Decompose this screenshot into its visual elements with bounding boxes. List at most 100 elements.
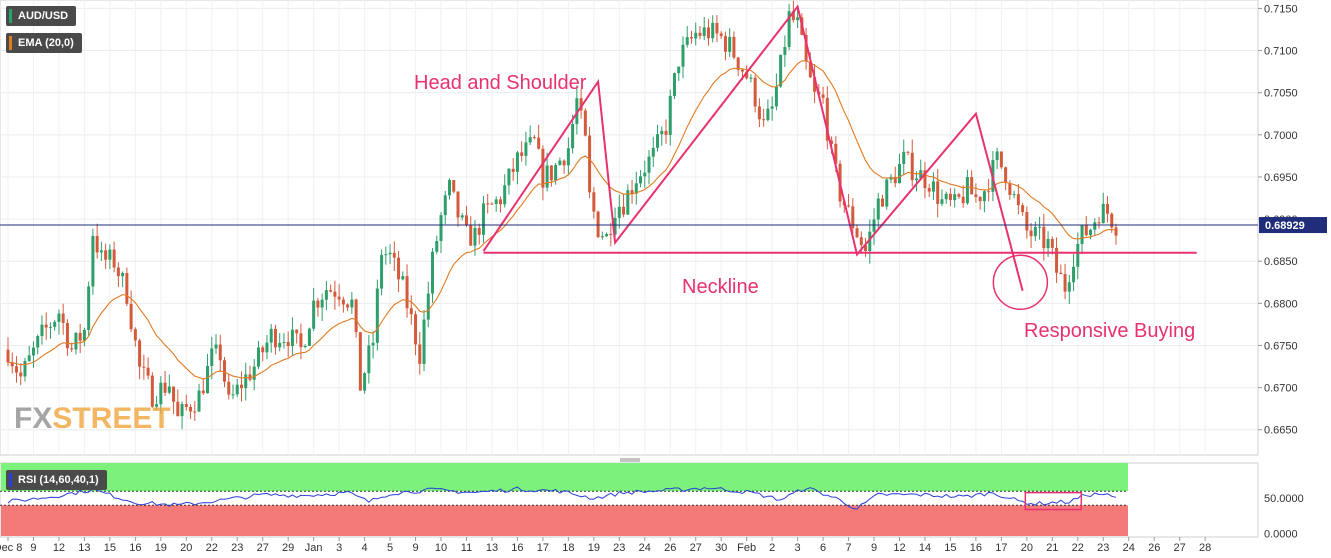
symbol-legend[interactable]: AUD/USD xyxy=(6,6,77,26)
x-tick-label: 13 xyxy=(486,542,498,554)
x-tick-label: 14 xyxy=(919,542,931,554)
candle-body xyxy=(172,386,176,402)
candle-body xyxy=(855,228,859,238)
rsi-oversold-zone-fill xyxy=(1,505,1128,536)
candle-body xyxy=(787,11,791,47)
candle-body xyxy=(766,108,770,120)
candle-body xyxy=(940,199,944,204)
candle-body xyxy=(121,273,125,277)
candle-body xyxy=(579,98,583,111)
candle-body xyxy=(957,194,961,197)
candle-body xyxy=(545,165,549,188)
candle-body xyxy=(1012,194,1016,196)
candle-body xyxy=(1101,203,1105,223)
candle-body xyxy=(919,170,923,179)
candle-body xyxy=(770,106,774,109)
buying-annotation: Responsive Buying xyxy=(1024,320,1196,342)
x-tick-label: 26 xyxy=(1148,542,1160,554)
candle-body xyxy=(532,137,536,139)
rsi-label: RSI (14,60,40,1) xyxy=(18,474,99,486)
x-tick-label: 10 xyxy=(435,542,447,554)
y-tick-label: 0.7000 xyxy=(1264,130,1298,142)
x-tick-label: 19 xyxy=(588,542,600,554)
candles xyxy=(6,0,1118,430)
candle-body xyxy=(426,293,430,320)
candle-body xyxy=(337,296,341,300)
candle-body xyxy=(346,304,350,308)
candle-body xyxy=(626,190,630,215)
ema-polyline xyxy=(7,60,1117,380)
candle-body xyxy=(813,77,817,92)
candle-body xyxy=(36,336,40,348)
candle-body xyxy=(1004,167,1008,184)
candle-body xyxy=(583,110,587,136)
x-tick-label: 27 xyxy=(257,542,269,554)
candle-body xyxy=(605,234,609,237)
candle-body xyxy=(206,365,210,394)
candle-body xyxy=(897,163,901,184)
candle-body xyxy=(431,251,435,294)
candle-body xyxy=(278,342,282,348)
symbol-swatch xyxy=(9,9,12,23)
candle-body xyxy=(388,252,392,255)
candle-body xyxy=(252,366,256,380)
candle-body xyxy=(757,106,761,120)
candle-body xyxy=(847,205,851,207)
ema-legend[interactable]: EMA (20,0) xyxy=(6,33,82,53)
rsi-legend[interactable]: RSI (14,60,40,1) xyxy=(6,470,107,490)
x-tick-label: 24 xyxy=(1123,542,1135,554)
candle-body xyxy=(821,94,825,98)
candle-body xyxy=(974,194,978,197)
symbol-label: AUD/USD xyxy=(18,10,69,22)
candle-body xyxy=(418,344,422,364)
candle-body xyxy=(1097,222,1101,224)
x-tick-label: 3 xyxy=(795,542,801,554)
candle-body xyxy=(643,172,647,177)
candle-body xyxy=(647,156,651,173)
candle-body xyxy=(728,36,732,52)
rsi-tick-label: 50.0000 xyxy=(1264,493,1304,505)
candle-body xyxy=(779,54,783,87)
candle-body xyxy=(562,160,566,166)
x-tick-label: Jan xyxy=(305,542,323,554)
candle-body xyxy=(995,151,999,161)
last-price-label: 0.68929 xyxy=(1265,220,1305,232)
candle-body xyxy=(235,384,239,395)
candle-body xyxy=(435,240,439,252)
candle-body xyxy=(218,344,222,361)
x-tick-label: 15 xyxy=(104,542,116,554)
candle-body xyxy=(452,180,456,192)
x-tick-label: 6 xyxy=(820,542,826,554)
candle-body xyxy=(596,211,600,238)
fxstreet-logo: FXSTREET xyxy=(14,402,171,436)
x-tick-label: Dec 8 xyxy=(0,542,22,554)
x-tick-label: 21 xyxy=(1046,542,1058,554)
candle-body xyxy=(796,17,800,21)
candle-body xyxy=(490,203,494,205)
candle-body xyxy=(19,372,23,377)
x-tick-label: 20 xyxy=(180,542,192,554)
candle-body xyxy=(307,328,311,346)
rsi-tick-label: 0.0000 xyxy=(1264,528,1298,540)
candle-body xyxy=(61,313,65,323)
candle-body xyxy=(189,407,193,412)
candle-body xyxy=(1093,222,1097,230)
candle-body xyxy=(273,328,277,348)
candle-body xyxy=(324,290,328,300)
candle-body xyxy=(978,196,982,202)
candle-body xyxy=(948,193,952,201)
candle-body xyxy=(694,32,698,39)
candle-body xyxy=(558,160,562,165)
candle-body xyxy=(982,191,986,202)
candle-body xyxy=(723,36,727,52)
candle-body xyxy=(588,135,592,193)
candle-body xyxy=(14,366,18,373)
pattern-overlay xyxy=(482,4,1197,311)
rsi-zones xyxy=(0,463,1128,536)
x-tick-label: 15 xyxy=(944,542,956,554)
rsi-overbought-zone xyxy=(1,463,1128,492)
candle-body xyxy=(1067,282,1071,292)
candle-body xyxy=(95,235,99,253)
x-tick-label: 9 xyxy=(871,542,877,554)
